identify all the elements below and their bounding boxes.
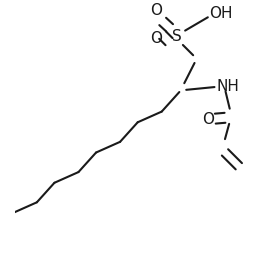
Text: S: S [172,29,182,44]
Text: NH: NH [217,79,240,94]
Text: O: O [151,30,163,45]
Text: OH: OH [209,6,233,21]
Text: O: O [151,3,163,18]
Text: O: O [202,112,214,127]
